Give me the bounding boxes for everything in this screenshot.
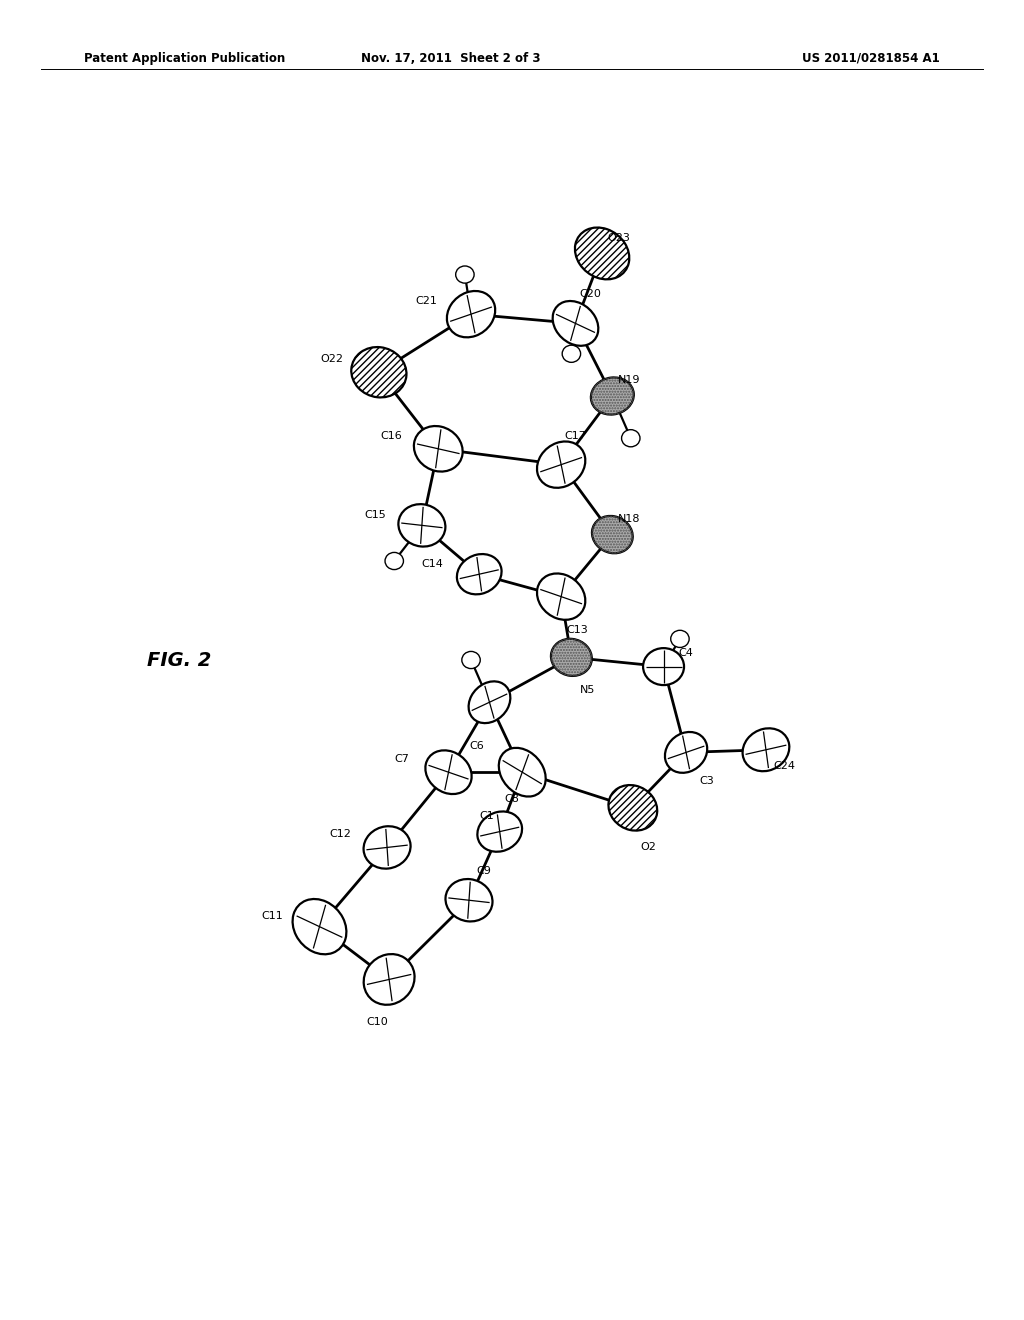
Ellipse shape [398,504,445,546]
Text: C21: C21 [415,296,437,306]
Text: C8: C8 [505,793,519,804]
Ellipse shape [425,750,472,795]
Text: C12: C12 [329,829,351,840]
Text: C15: C15 [364,510,386,520]
Ellipse shape [499,748,546,796]
Text: O23: O23 [607,232,630,243]
Ellipse shape [574,227,630,280]
Text: C4: C4 [679,648,693,659]
Ellipse shape [445,879,493,921]
Ellipse shape [469,681,510,723]
Ellipse shape [537,441,586,488]
Text: Nov. 17, 2011  Sheet 2 of 3: Nov. 17, 2011 Sheet 2 of 3 [360,51,541,65]
Ellipse shape [742,729,790,771]
Ellipse shape [364,954,415,1005]
Ellipse shape [477,812,522,851]
Text: FIG. 2: FIG. 2 [147,651,211,669]
Text: C11: C11 [261,911,284,921]
Ellipse shape [456,267,474,282]
Ellipse shape [385,553,403,570]
Ellipse shape [414,426,463,471]
Ellipse shape [643,648,684,685]
Text: C7: C7 [394,754,409,764]
Ellipse shape [622,429,640,446]
Text: US 2011/0281854 A1: US 2011/0281854 A1 [802,51,940,65]
Text: N5: N5 [580,685,596,696]
Text: C24: C24 [773,760,796,771]
Ellipse shape [537,573,586,620]
Text: C14: C14 [421,558,443,569]
Text: N19: N19 [617,375,640,385]
Ellipse shape [562,345,581,363]
Text: C1: C1 [479,810,494,821]
Text: C13: C13 [566,624,589,635]
Ellipse shape [293,899,346,954]
Text: C20: C20 [579,289,601,300]
Ellipse shape [551,639,592,676]
Text: C6: C6 [470,741,484,751]
Ellipse shape [364,826,411,869]
Ellipse shape [608,785,657,830]
Ellipse shape [351,347,407,397]
Text: C10: C10 [366,1016,388,1027]
Text: N18: N18 [617,513,640,524]
Text: C17: C17 [564,430,587,441]
Ellipse shape [665,733,708,772]
Ellipse shape [462,651,480,668]
Text: C16: C16 [380,430,402,441]
Ellipse shape [671,630,689,648]
Ellipse shape [591,378,634,414]
Text: C3: C3 [699,776,714,787]
Ellipse shape [446,290,496,338]
Text: O22: O22 [321,354,343,364]
Text: C9: C9 [476,866,490,876]
Ellipse shape [592,516,633,553]
Text: Patent Application Publication: Patent Application Publication [84,51,286,65]
Text: O2: O2 [640,842,656,853]
Ellipse shape [457,554,502,594]
Ellipse shape [553,301,598,346]
